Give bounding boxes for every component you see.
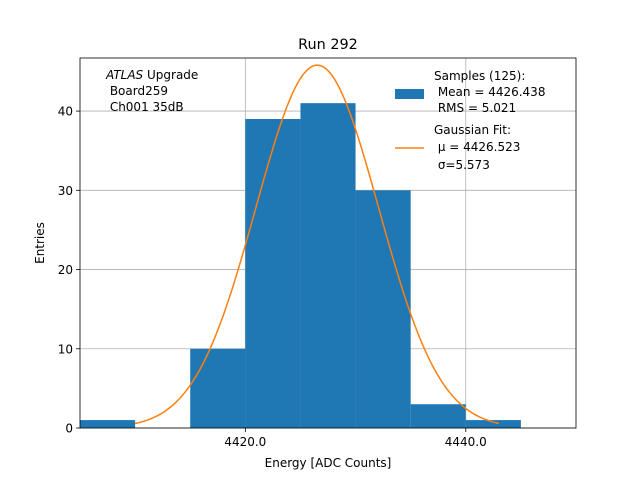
x-axis-label: Energy [ADC Counts] (265, 456, 392, 470)
histogram-bar-3 (245, 119, 301, 429)
legend-hist-mean: Mean = 4426.438 (434, 85, 545, 99)
legend-fit-sigma: σ=5.573 (434, 158, 490, 172)
plot-frame (79, 57, 577, 429)
x-tick-label-0: 4420.0 (224, 435, 266, 449)
gaussian-fit (134, 64, 500, 425)
histogram-bar-2 (190, 348, 246, 428)
y-tick-label-1: 10 (58, 342, 73, 356)
y-tick-label-0: 0 (65, 422, 73, 436)
histogram-bar-4 (300, 103, 356, 429)
upgrade-label: Upgrade (143, 68, 198, 82)
legend-hist-rms: RMS = 5.021 (434, 101, 516, 115)
y-tick-label-4: 40 (58, 105, 73, 119)
y-axis-label: Entries (33, 222, 47, 264)
legend: Samples (125): Mean = 4426.438 RMS = 5.0… (395, 69, 545, 172)
legend-fit-title: Gaussian Fit: (434, 123, 511, 137)
x-tick-label-1: 4440.0 (445, 435, 487, 449)
annotation-line-1: ATLAS Upgrade (105, 68, 198, 82)
histogram-bars (80, 103, 521, 429)
fit-curve (134, 64, 500, 425)
atlas-label: ATLAS (105, 68, 144, 82)
legend-hist-swatch (395, 89, 424, 99)
axis-ticks: 4420.0 4440.0 0 10 20 30 40 (58, 105, 487, 449)
histogram-bar-7 (465, 420, 521, 428)
histogram-bar-0 (80, 420, 136, 428)
legend-hist-title: Samples (125): (434, 69, 525, 83)
y-tick-label-3: 30 (58, 184, 73, 198)
annotation-board: Board259 (106, 84, 168, 98)
annotation-box: ATLAS Upgrade Board259 Ch001 35dB (105, 68, 198, 114)
histogram-bar-6 (410, 404, 466, 428)
annotation-channel: Ch001 35dB (106, 100, 184, 114)
legend-fit-mu: μ = 4426.523 (434, 140, 520, 154)
y-tick-label-2: 20 (58, 263, 73, 277)
chart-title: Run 292 (298, 37, 358, 53)
histogram-bar-5 (355, 190, 411, 428)
